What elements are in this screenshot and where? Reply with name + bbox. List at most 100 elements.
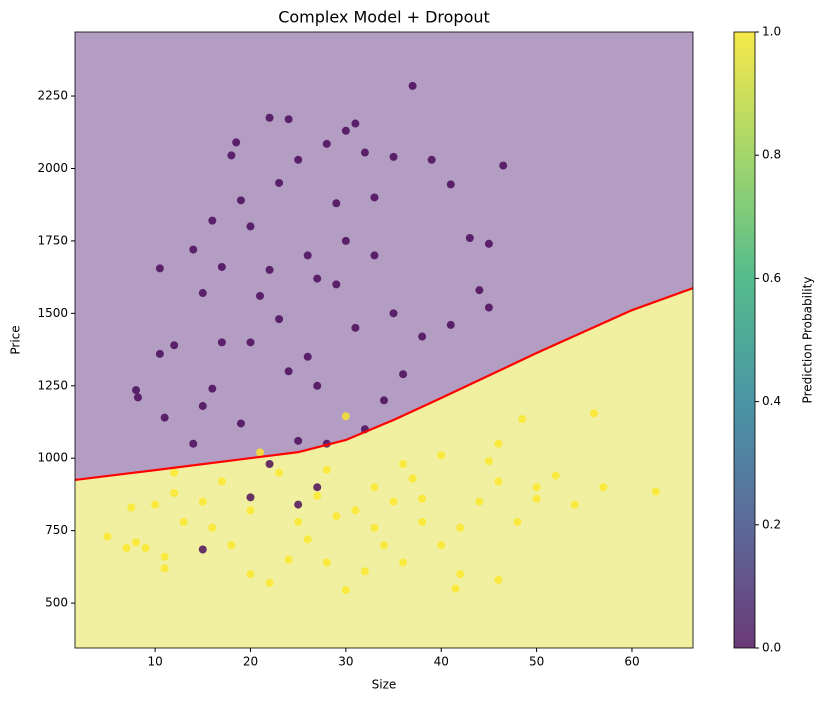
point [389,152,398,161]
point [155,264,164,273]
x-tick-label: 20 [243,655,258,669]
point [246,493,255,502]
point [189,245,198,254]
point [198,289,207,298]
point [456,523,465,532]
point [427,155,436,164]
point [360,148,369,157]
point [494,575,503,584]
point [246,222,255,231]
point [236,196,245,205]
point [418,517,427,526]
region-class-0 [75,32,693,480]
point [227,151,236,160]
point [360,567,369,576]
point [265,113,274,122]
y-axis-label: Price [9,325,23,354]
point [265,460,274,469]
point [399,558,408,567]
y-tick-label: 2000 [37,161,68,175]
y-tick-label: 750 [45,523,68,537]
colorbar-tick-label: 0.4 [762,394,781,408]
point [418,332,427,341]
point [380,396,388,405]
x-tick-label: 50 [529,655,544,669]
y-tick-label: 1000 [37,451,68,465]
point [446,180,455,189]
colorbar-label: Prediction Probability [801,277,815,404]
point [275,468,284,477]
point [551,471,560,480]
point [532,483,541,492]
point [303,535,312,544]
point [198,545,207,554]
point [170,468,179,477]
point [322,558,331,567]
point [132,538,141,547]
point [208,523,217,532]
point [256,291,265,300]
point [475,286,484,295]
point [399,460,408,469]
point [155,349,164,358]
point [141,544,150,553]
x-tick-label: 40 [434,655,449,669]
point [313,381,322,390]
point [294,517,303,526]
point [236,419,245,428]
point [246,338,255,347]
y-tick-label: 1750 [37,233,68,247]
point [399,370,408,379]
decision-boundary [75,287,693,482]
point [198,402,207,411]
point [380,541,388,550]
colorbar-tick-label: 0.6 [762,271,781,285]
point [170,488,179,497]
colorbar-tick-label: 1.0 [762,25,781,39]
point [217,477,226,486]
x-tick-label: 10 [147,655,162,669]
point [570,500,579,509]
point [303,352,312,361]
point [389,309,398,318]
point [313,491,322,500]
point [284,555,293,564]
point [294,500,303,509]
plot-area [75,32,693,648]
region-class-1 [75,288,693,648]
point [351,506,360,515]
point [294,436,303,445]
point [475,497,484,506]
point [294,155,303,164]
point [303,251,312,260]
chart-title: Complex Model + Dropout [278,8,490,27]
point [499,161,508,170]
point [127,503,136,512]
point [465,234,474,243]
point [484,239,493,248]
point [217,338,226,347]
point [313,274,322,283]
point [370,193,379,202]
point [170,341,179,350]
point [198,497,207,506]
point [313,483,322,492]
y-tick-label: 500 [45,596,68,610]
y-tick-label: 1500 [37,306,68,320]
point [351,119,360,128]
point [418,494,427,503]
point [189,439,198,448]
x-tick-label: 30 [338,655,353,669]
point [265,578,274,587]
point [451,584,460,593]
point [246,570,255,579]
point [599,483,608,492]
point [456,570,465,579]
point [408,474,417,483]
point [208,216,217,225]
point [103,532,112,541]
point [437,451,446,460]
overlay: 10 20 30 40 50 60 500 750 1000 1250 1500 1750 2000 22… [37,25,814,669]
point [160,564,169,573]
